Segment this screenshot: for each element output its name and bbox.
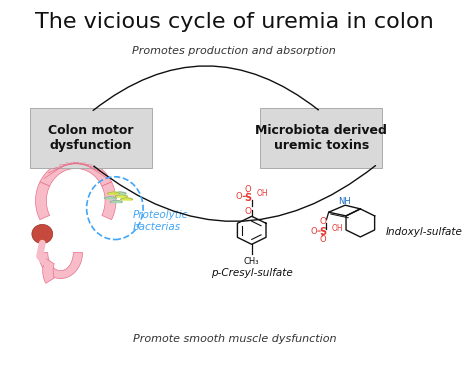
Text: Colon motor
dysfunction: Colon motor dysfunction (48, 124, 134, 152)
Polygon shape (110, 201, 122, 203)
Text: O: O (236, 192, 242, 201)
Text: Promotes production and absorption: Promotes production and absorption (132, 46, 336, 56)
Text: S: S (319, 227, 326, 237)
Polygon shape (36, 182, 50, 219)
FancyArrowPatch shape (93, 66, 318, 110)
Polygon shape (114, 192, 126, 194)
Text: OH: OH (332, 224, 343, 232)
Polygon shape (108, 192, 120, 194)
FancyBboxPatch shape (260, 109, 382, 167)
Text: O: O (310, 227, 317, 235)
Polygon shape (104, 197, 117, 199)
Text: O: O (244, 206, 251, 216)
FancyBboxPatch shape (30, 109, 152, 167)
Text: Indoxyl-sulfate: Indoxyl-sulfate (385, 227, 463, 237)
FancyArrowPatch shape (94, 166, 375, 221)
Text: NH: NH (338, 197, 351, 206)
Polygon shape (38, 253, 82, 279)
Polygon shape (102, 182, 116, 219)
Text: O: O (319, 235, 326, 244)
Text: O: O (245, 185, 251, 194)
Polygon shape (43, 259, 54, 283)
Text: Promote smooth muscle dysfunction: Promote smooth muscle dysfunction (133, 334, 336, 344)
Text: O: O (319, 217, 326, 226)
Text: OH: OH (257, 189, 269, 198)
Ellipse shape (32, 224, 53, 244)
Text: The vicious cycle of uremia in colon: The vicious cycle of uremia in colon (35, 13, 434, 32)
Text: p-Cresyl-sulfate: p-Cresyl-sulfate (211, 268, 292, 278)
Text: Microbiota derived
uremic toxins: Microbiota derived uremic toxins (255, 124, 387, 152)
Polygon shape (40, 159, 111, 186)
Text: Proteolytic
bacterias: Proteolytic bacterias (132, 210, 188, 232)
Polygon shape (115, 195, 128, 197)
Text: S: S (244, 193, 251, 203)
Polygon shape (120, 198, 133, 200)
Text: CH₃: CH₃ (244, 257, 259, 266)
